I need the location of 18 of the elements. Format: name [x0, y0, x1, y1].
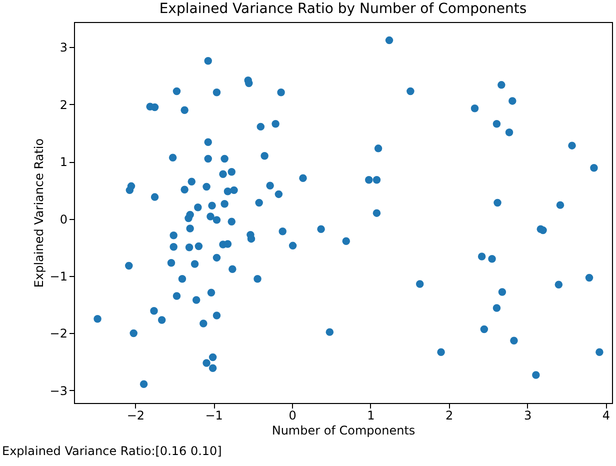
x-tick-label: −2 [126, 408, 145, 422]
y-axis-title: Explained Variance Ratio [32, 138, 46, 288]
y-tick-label: −3 [50, 384, 68, 398]
y-tick-label: 2 [60, 98, 68, 112]
y-tick-label: 1 [60, 155, 68, 170]
x-tick-label: −1 [205, 408, 223, 422]
chart-title: Explained Variance Ratio by Number of Components [159, 1, 527, 17]
x-tick-label: 4 [602, 408, 610, 422]
x-tick-label: 1 [367, 408, 375, 422]
y-tick-label: 3 [60, 40, 68, 55]
y-tick-label: 0 [60, 212, 68, 226]
y-tick-label: −1 [50, 270, 68, 284]
text: Explained Variance Ratio:[0.16 0.10] [2, 444, 222, 458]
x-tick-label: 0 [288, 408, 296, 422]
x-axis-title: Number of Components [272, 424, 416, 438]
y-tick-label: −2 [50, 326, 68, 341]
x-tick-label: 3 [524, 408, 532, 422]
x-tick-label: 2 [446, 408, 454, 422]
